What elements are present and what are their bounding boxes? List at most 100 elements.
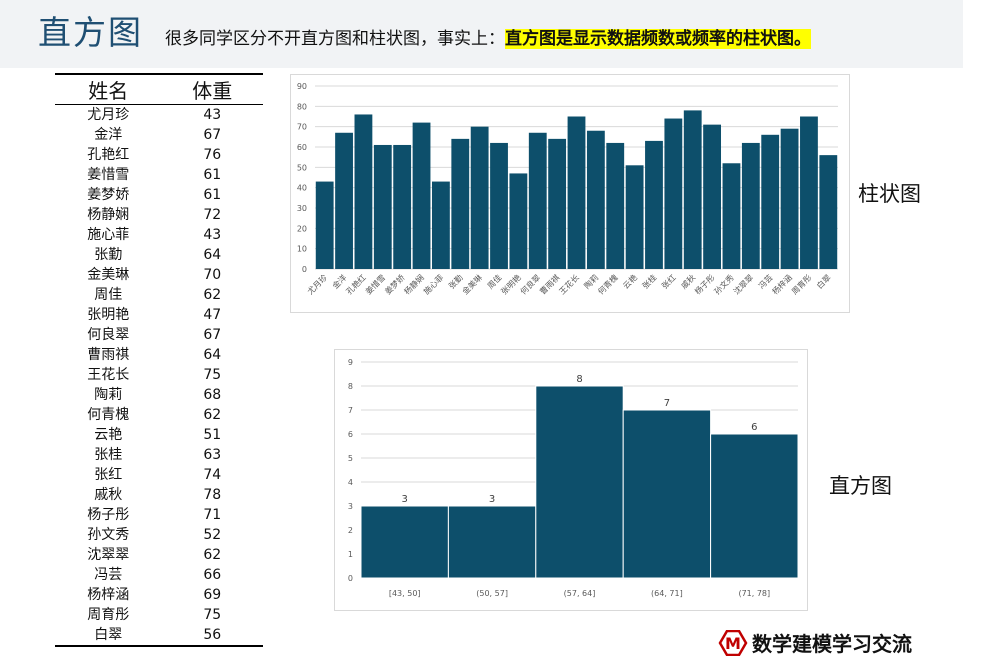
cell-weight: 74 [203,467,222,483]
y-tick-label: 90 [297,82,307,91]
bar-chart: 0 10 20 30 40 50 60 70 80 90 尤月珍 金洋 孔艳红 姜惜雪 姜梦娇 杨静娴 施心菲张… [290,74,850,313]
table-row: 姜梦娇 61 [55,185,263,205]
cell-weight: 76 [203,147,222,163]
histogram-bar [535,385,624,579]
cell-weight: 61 [203,167,222,183]
cell-weight: 72 [203,207,222,223]
bar [509,173,528,269]
table-row: 杨子彤 71 [55,505,263,525]
x-tick-label: 姜梦娇 [383,272,407,296]
cell-name: 何青槐 [87,407,130,423]
x-tick-label: 张明艳 [499,272,523,296]
y-tick-label: 40 [297,184,307,193]
table-row: 云艳 51 [55,425,263,445]
cell-name: 白翠 [94,627,123,643]
x-tick-label: 杨静娴 [402,272,426,296]
histogram-svg: 0 1 2 3 4 5 6 7 8 9 3 [43, 50] 3 (50, 57] 8 (57, 64] 7 (6… [348,358,799,598]
x-tick-label: [43, 50] [389,589,421,598]
table-body: 尤月珍 43 金洋 67 孔艳红 76 姜惜雪 61 姜梦娇 61 杨静娴 72 施心菲 43 张勤 64 金美… [55,105,263,647]
x-tick-label: 白翠 [814,272,832,290]
y-tick-label: 0 [302,265,307,274]
table-row: 张明艳 47 [55,305,263,325]
cell-name: 杨子彤 [87,507,130,523]
cell-name: 杨梓涵 [87,587,130,603]
y-tick-label: 3 [348,502,353,511]
data-label: 6 [751,422,757,433]
watermark: M 数学建模学习交流 [718,628,912,657]
x-tick-label: 周育彤 [789,272,813,296]
cell-weight: 75 [203,367,222,383]
bar [800,116,818,269]
table-row: 施心菲 43 [55,225,263,245]
bar [567,116,586,269]
watermark-text: 数学建模学习交流 [752,632,912,656]
cell-weight: 52 [203,527,222,543]
cell-name: 戚秋 [94,487,123,503]
bar [780,128,799,269]
bar-chart-label: 柱状图 [858,182,921,206]
histogram-bar [360,505,449,579]
table-row: 陶莉 68 [55,385,263,405]
histogram-bar [447,505,537,579]
x-tick-label: 云艳 [621,272,639,290]
x-tick-label: 何良翠 [518,272,542,296]
cell-weight: 43 [203,227,222,243]
histogram-bar [710,433,799,579]
table-row: 何青槐 62 [55,405,263,425]
y-tick-label: 20 [297,224,307,233]
bar [431,181,450,269]
cell-weight: 64 [203,247,222,263]
bar [470,126,489,269]
cell-weight: 68 [203,387,222,403]
y-tick-label: 7 [348,406,353,415]
cell-name: 杨静娴 [87,207,130,223]
cell-name: 云艳 [94,427,123,443]
table-row: 王花长 75 [55,365,263,385]
x-tick-label: 孔艳红 [344,272,368,296]
x-tick-label: 何青槐 [596,272,620,296]
cell-weight: 78 [203,487,222,503]
bar [586,130,605,269]
y-tick-label: 30 [297,204,307,213]
table-row: 金洋 67 [55,125,263,145]
cell-weight: 62 [203,287,222,303]
bar [490,142,508,269]
cell-weight: 67 [203,327,222,343]
bar [683,110,702,270]
y-tick-label: 2 [348,526,353,535]
x-tick-label: 沈翠翠 [731,272,755,296]
bar [354,114,373,269]
bar [703,124,722,269]
y-tick-label: 8 [348,382,353,391]
y-tick-label: 80 [297,102,307,111]
data-label: 8 [576,374,582,385]
cell-weight: 66 [203,567,222,583]
x-tick-label: 张桂 [640,272,658,290]
m-logo-icon: M [718,629,748,656]
bar [393,144,412,269]
y-tick-label: 6 [348,430,353,439]
cell-name: 姜梦娇 [87,187,130,203]
table-row: 孔艳红 76 [55,145,263,165]
bar [335,132,353,269]
bar [645,140,663,269]
y-tick-label: 10 [297,245,307,254]
x-tick-label: 杨梓涵 [770,272,794,296]
cell-name: 金美琳 [87,267,130,283]
y-tick-label: 5 [348,454,353,463]
subtitle-highlight: 直方图是显示数据频数或频率的柱状图。 [505,29,811,49]
subtitle-text: 很多同学区分不开直方图和柱状图，事实上： [165,29,505,49]
bar [741,142,760,269]
x-tick-label: (64, 71] [651,589,683,598]
data-label: 3 [402,494,408,505]
table-row: 杨静娴 72 [55,205,263,225]
x-tick-label: 曹雨祺 [538,272,562,296]
bar [625,165,644,269]
x-tick-label: 金美琳 [460,272,484,296]
table-row: 戚秋 78 [55,485,263,505]
y-tick-label: 50 [297,163,307,172]
table-row: 周佳 62 [55,285,263,305]
bar [373,144,392,269]
cell-name: 张红 [94,467,123,483]
table-row: 张红 74 [55,465,263,485]
